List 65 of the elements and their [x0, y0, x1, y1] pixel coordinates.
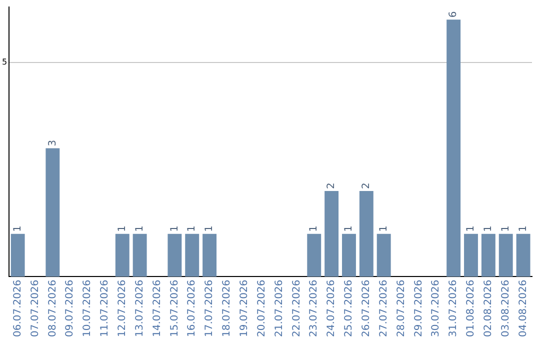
x-tick-label: 02.08.2026 — [483, 280, 494, 338]
y-tick-label: 5 — [2, 58, 8, 67]
x-tick-label: 10.07.2026 — [82, 280, 94, 338]
data-label: 1 — [186, 226, 198, 232]
bar — [446, 20, 461, 277]
bar — [168, 234, 182, 277]
x-tick-label: 03.08.2026 — [500, 280, 512, 338]
bar — [481, 234, 496, 277]
data-label: 6 — [448, 11, 460, 18]
x-tick-label: 23.07.2026 — [308, 280, 320, 338]
x-tick-label: 27.07.2026 — [378, 280, 390, 338]
x-tick-label: 24.07.2026 — [326, 280, 338, 338]
bar — [498, 234, 513, 277]
data-label: 1 — [344, 226, 355, 232]
data-label: 1 — [134, 226, 146, 232]
bar — [324, 191, 339, 277]
x-tick-label: 07.07.2026 — [30, 280, 41, 338]
data-label: 1 — [116, 226, 128, 232]
x-tick-label: 20.07.2026 — [256, 280, 268, 338]
x-tick-label: 18.07.2026 — [222, 280, 233, 338]
x-tick-label: 12.07.2026 — [116, 280, 128, 338]
data-label: 1 — [518, 226, 529, 232]
bar — [342, 234, 356, 277]
x-tick-label: 21.07.2026 — [274, 280, 285, 338]
data-label: 1 — [204, 226, 216, 232]
data-label: 1 — [378, 226, 390, 232]
data-label: 1 — [12, 226, 24, 232]
x-tick-label: 14.07.2026 — [152, 280, 163, 338]
data-label: 1 — [308, 226, 320, 232]
x-tick-label: 06.07.2026 — [12, 280, 24, 338]
bar — [516, 234, 530, 277]
bar — [115, 234, 130, 277]
data-label: 1 — [483, 226, 494, 232]
x-tick-label: 17.07.2026 — [204, 280, 216, 338]
x-tick-label: 19.07.2026 — [238, 280, 250, 338]
x-tick-label: 04.08.2026 — [518, 280, 529, 338]
bar — [46, 148, 60, 277]
data-label: 3 — [47, 140, 58, 146]
bar — [464, 234, 478, 277]
bar — [359, 191, 374, 277]
bar — [10, 234, 25, 277]
x-tick-label: 15.07.2026 — [169, 280, 180, 338]
bar — [185, 234, 200, 277]
data-label: 1 — [169, 226, 180, 232]
data-label: 1 — [466, 226, 477, 232]
data-label: 2 — [361, 182, 372, 190]
data-label: 1 — [500, 226, 512, 232]
x-tick-label: 11.07.2026 — [100, 280, 111, 338]
bar — [307, 234, 322, 277]
x-tick-label: 16.07.2026 — [186, 280, 198, 338]
x-tick-label: 22.07.2026 — [291, 280, 302, 338]
data-label: 2 — [326, 182, 338, 190]
x-tick-label: 30.07.2026 — [430, 280, 442, 338]
x-tick-label: 26.07.2026 — [361, 280, 372, 338]
x-tick-label: 08.07.2026 — [47, 280, 58, 338]
x-tick-label: 28.07.2026 — [396, 280, 407, 338]
x-tick-label: 29.07.2026 — [413, 280, 424, 338]
bar — [202, 234, 217, 277]
x-tick-label: 13.07.2026 — [134, 280, 146, 338]
x-tick-label: 25.07.2026 — [344, 280, 355, 338]
bar — [376, 234, 391, 277]
x-tick-label: 09.07.2026 — [64, 280, 76, 338]
x-tick-label: 01.08.2026 — [466, 280, 477, 338]
bar — [132, 234, 147, 277]
x-tick-label: 31.07.2026 — [448, 280, 460, 338]
